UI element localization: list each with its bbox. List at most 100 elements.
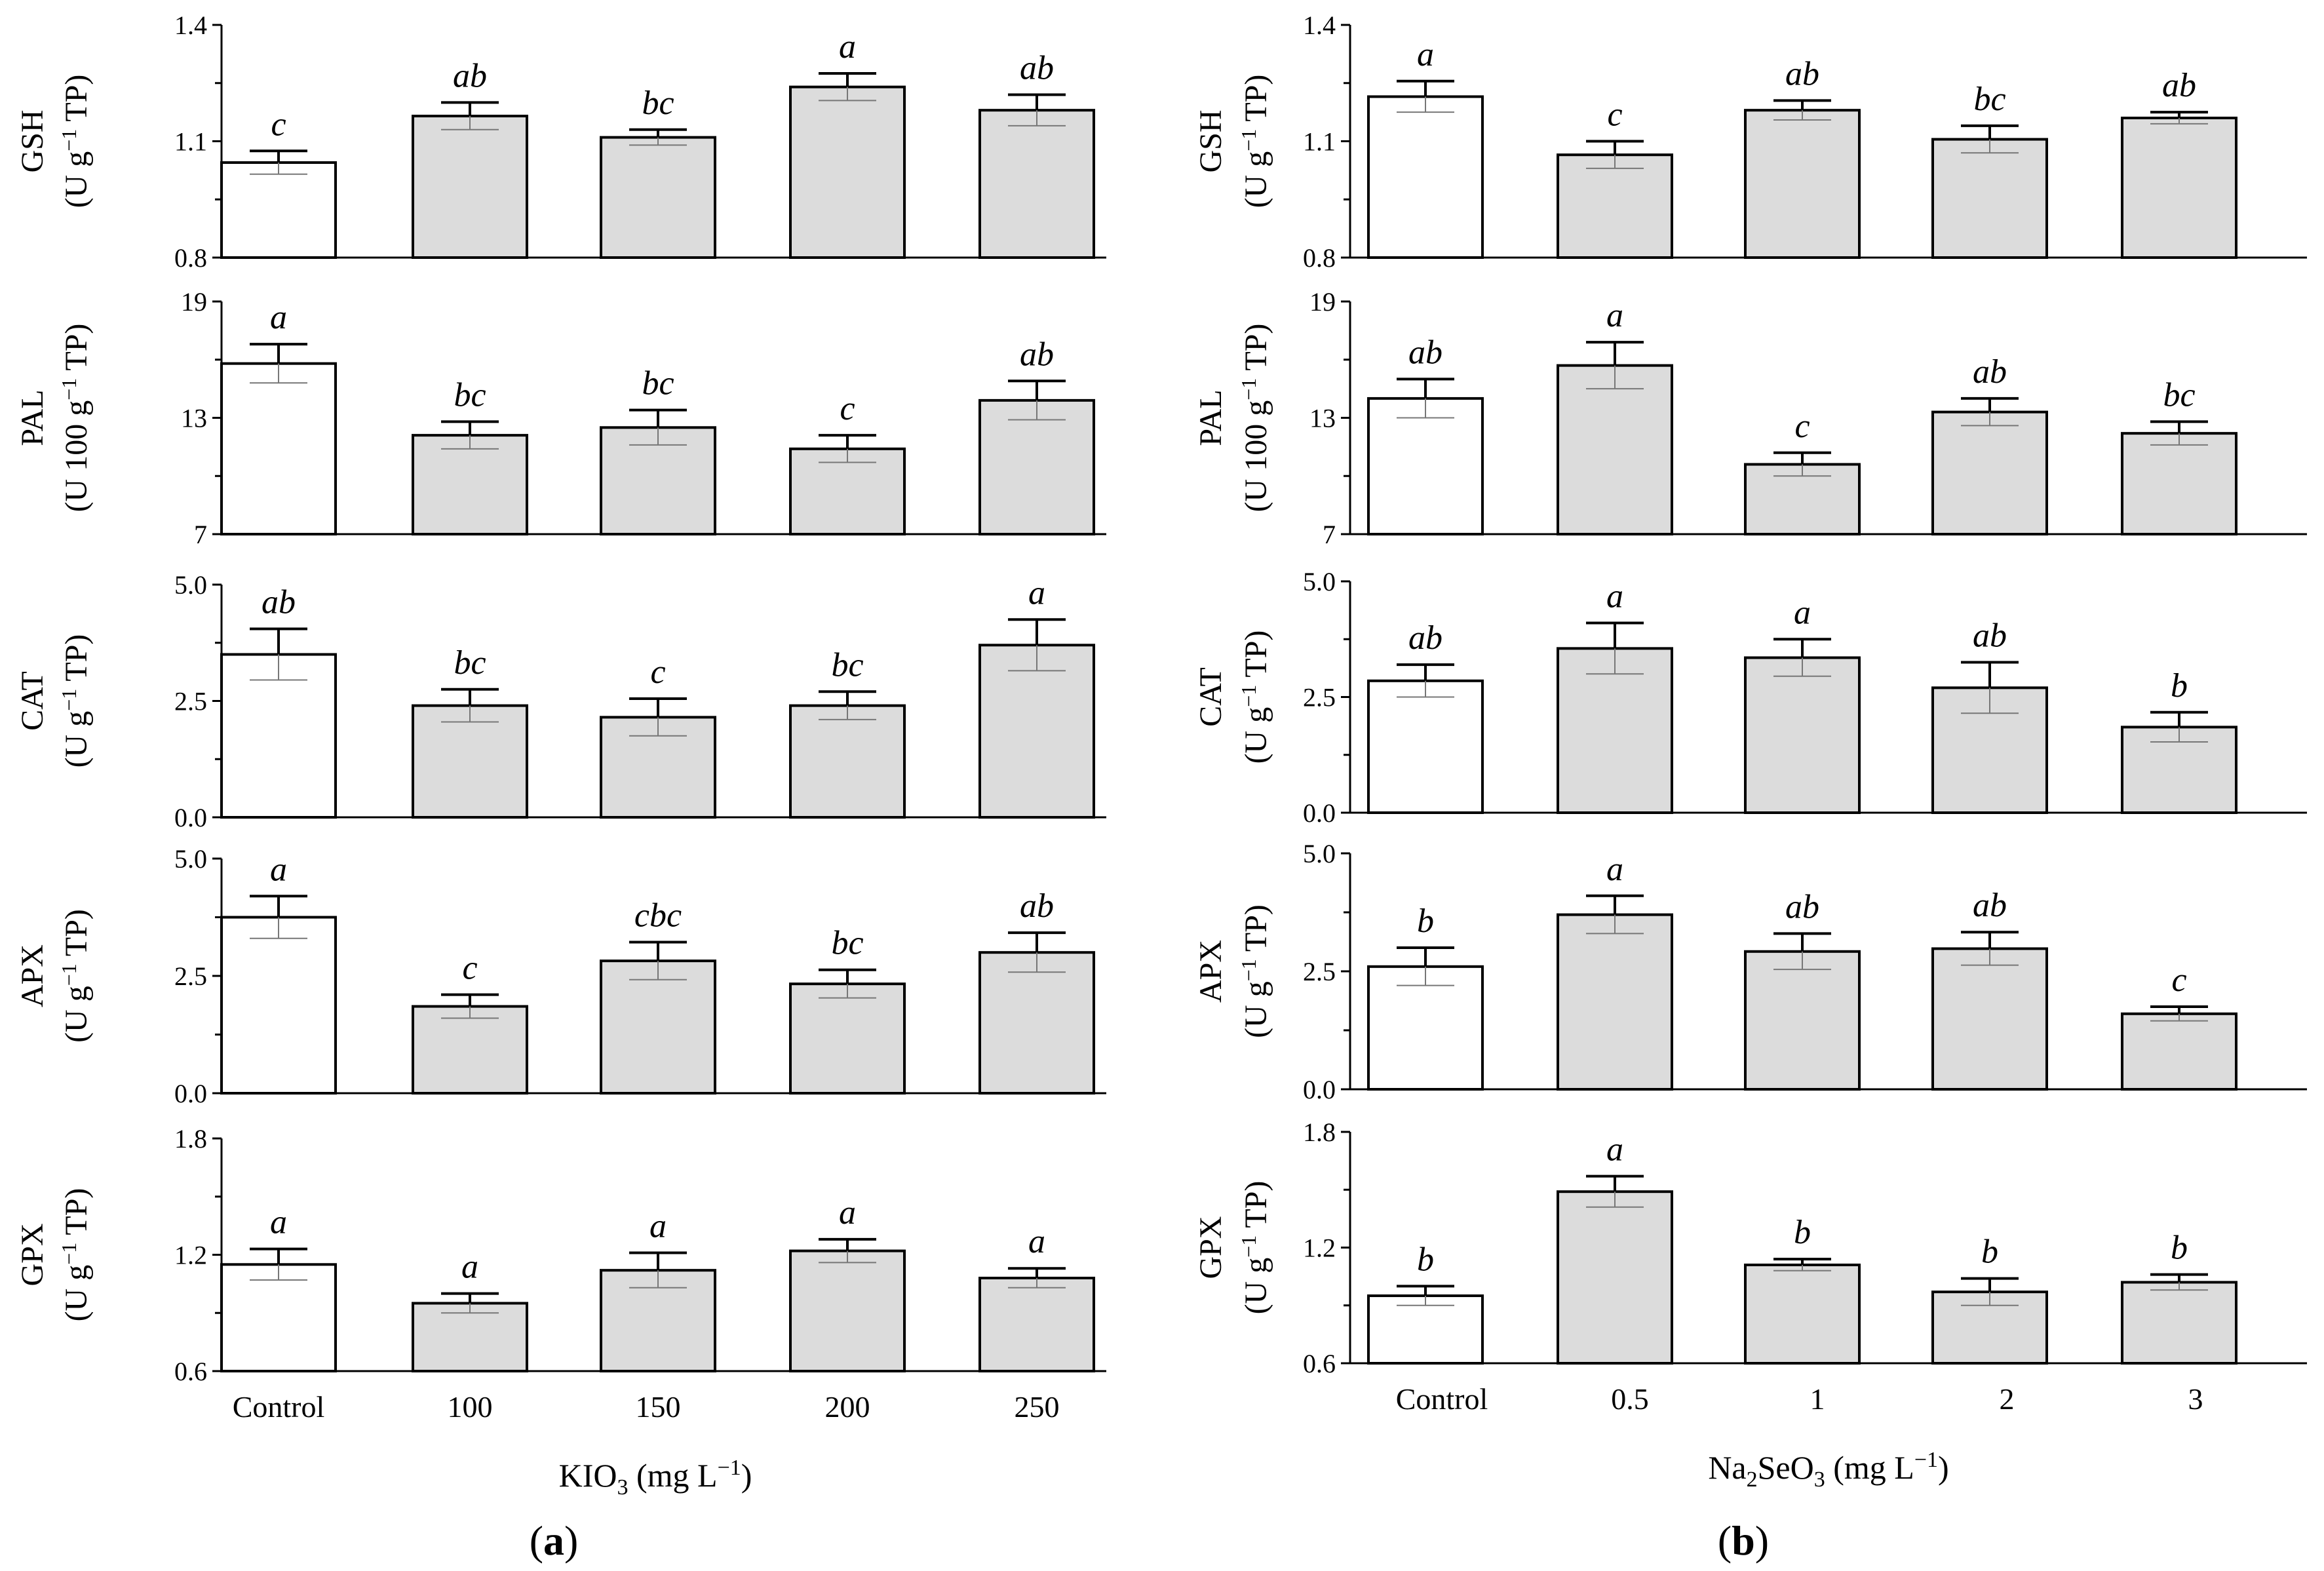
significance-letter: a [1028,1223,1045,1260]
significance-letter: ab [261,583,296,621]
significance-letter: c [2171,961,2186,999]
unit-text: (U g [59,711,94,768]
unit-superscript: −1 [57,1243,81,1265]
y-tick-label: 7 [194,520,207,549]
y-axis-label-unit: (U g−1 TP) [57,1188,94,1322]
unit-text: TP) [1239,904,1273,959]
y-tick-label: 5.0 [174,844,207,874]
y-tick-label: 0.0 [174,1079,207,1108]
x-tick-label: 0.5 [1611,1382,1649,1416]
bar-250 [978,644,1095,819]
y-tick-label: 2.5 [1303,957,1336,986]
y-tick-label: 7 [1323,520,1336,549]
bar-3 [2121,1012,2237,1091]
x-title-superscript: −1 [718,1456,741,1480]
panel-letter: a [543,1517,564,1564]
unit-text: TP) [59,75,94,129]
y-tick-label: 13 [181,404,207,433]
significance-letter: b [1417,1241,1434,1278]
unit-text: TP) [1239,75,1273,129]
significance-letter: a [1417,36,1434,73]
x-title-text: SeO [1758,1449,1814,1486]
bar-3 [2121,117,2237,259]
y-tick-label: 1.2 [1303,1233,1336,1263]
x-title-text: (mg L [1825,1449,1914,1486]
unit-text: (U g [1239,1258,1273,1315]
significance-letter: c [650,653,665,691]
bar-Control [1367,397,1484,536]
bar-0.5 [1557,647,1673,814]
significance-letter: ab [1973,617,2007,655]
unit-text: TP) [1239,630,1273,685]
y-axis-label-name: GPX [15,1223,50,1286]
bar-Control [1367,965,1484,1091]
significance-letter: a [461,1249,478,1286]
significance-letter: a [649,1208,667,1245]
significance-letter: ab [1020,887,1054,925]
bar-2 [1931,410,2048,535]
x-tick-label: 250 [1015,1390,1060,1424]
bar-3 [2121,1281,2237,1365]
x-title-text: KIO [559,1457,617,1494]
significance-letter: bc [831,646,863,684]
panel-label: (a) [530,1517,579,1564]
significance-letter: bc [831,925,863,962]
significance-letter: a [1606,1131,1623,1169]
y-tick-label: 0.6 [1303,1349,1336,1378]
significance-letter: c [840,390,855,427]
significance-letter: ab [1020,336,1054,373]
bar-Control [220,362,337,536]
y-axis-label-unit: (U g−1 TP) [57,909,94,1043]
significance-letter: a [1606,578,1623,615]
y-tick-label: 0.0 [174,803,207,832]
bar-1 [1744,950,1861,1091]
bar-250 [978,951,1095,1095]
significance-letter: bc [1973,81,2005,118]
y-tick-label: 1.1 [174,127,207,157]
x-title-subscript: 3 [617,1475,628,1500]
bar-1 [1744,109,1861,259]
y-axis-label-unit: (U g−1 TP) [1237,75,1273,208]
bar-100 [412,704,528,819]
significance-letter: ab [1020,50,1054,87]
y-tick-label: 2.5 [1303,683,1336,712]
significance-letter: c [462,950,477,987]
x-axis-title: Na2SeO3 (mg L−1) [1708,1448,1948,1492]
x-tick-label: 3 [2188,1382,2203,1416]
subplot-b-gpx: 0.6 1.2 1.8 GPX (U g−1 TP) b a b b b [1193,1117,2307,1378]
unit-text: TP) [59,909,94,963]
y-tick-label: 2.5 [174,687,207,716]
bar-Control [220,653,337,819]
x-title-text: (mg L [628,1457,717,1494]
significance-letter: a [1794,594,1811,631]
subplot-b-gsh: 0.8 1.1 1.4 GSH (U g−1 TP) a c ab bc ab [1193,10,2307,273]
bar-150 [600,960,716,1095]
y-tick-label: 1.2 [174,1241,207,1270]
y-tick-label: 0.8 [174,243,207,273]
panel-letter: b [1732,1517,1755,1564]
significance-letter: c [271,106,286,143]
bar-250 [978,398,1095,535]
bar-150 [600,136,716,259]
unit-text: TP) [1239,324,1273,378]
bar-200 [789,982,906,1095]
x-title-text: ) [1938,1449,1949,1486]
bar-Control [220,1263,337,1372]
y-axis-label-name: APX [15,944,50,1007]
panel-paren: ( [530,1517,543,1564]
y-tick-label: 0.0 [1303,1075,1336,1104]
x-tick-label: 200 [825,1390,870,1424]
y-tick-label: 1.1 [1303,127,1336,157]
significance-letter: a [1028,574,1045,611]
bar-250 [978,109,1095,259]
y-tick-label: 1.4 [174,10,207,40]
significance-letter: a [1606,297,1623,334]
bar-2 [1931,947,2048,1091]
bar-100 [412,434,528,535]
unit-text: (U g [59,986,94,1043]
significance-letter: ab [2162,67,2196,104]
